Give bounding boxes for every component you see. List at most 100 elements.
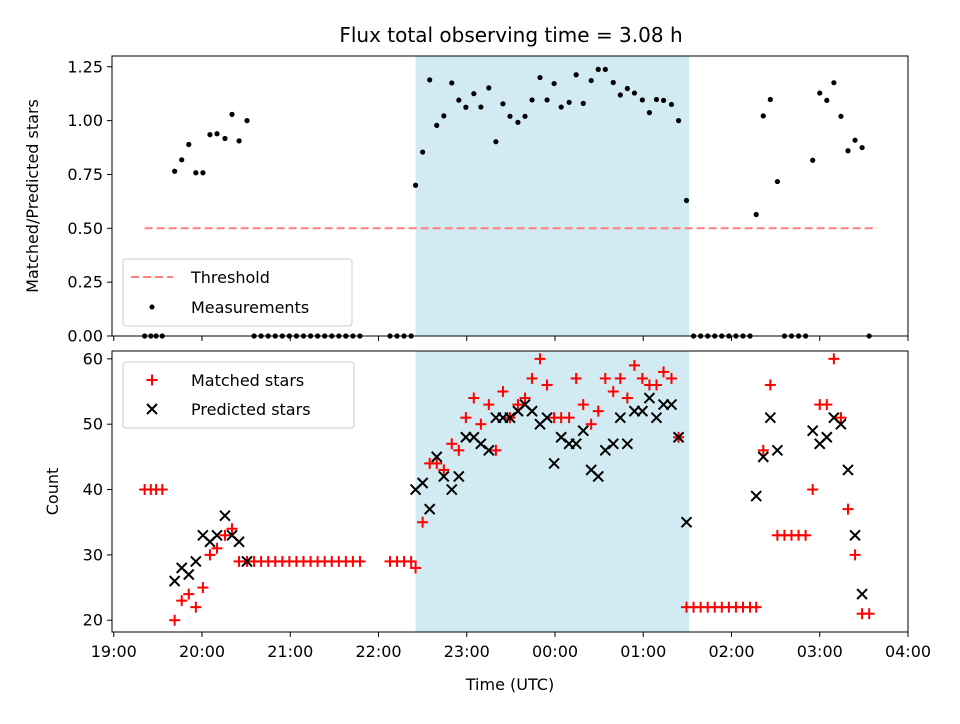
matched-star-point bbox=[438, 464, 450, 476]
cross-stroke-b bbox=[211, 529, 223, 541]
cross-stroke-b bbox=[548, 457, 560, 470]
bottom-y-axis-label: Count bbox=[43, 468, 62, 516]
matched-star-point bbox=[665, 372, 677, 384]
measurement-point bbox=[602, 66, 608, 72]
measurement-point bbox=[236, 138, 242, 144]
measurement-point bbox=[859, 144, 865, 151]
cross-stroke-b bbox=[643, 392, 656, 404]
predicted-star-point bbox=[856, 588, 868, 600]
top-y-tick-label: 0.25 bbox=[67, 273, 103, 292]
measurement-point bbox=[244, 118, 250, 124]
top-y-axis-label: Matched/Predicted stars bbox=[23, 99, 42, 293]
predicted-star-point bbox=[621, 438, 634, 450]
predicted-star-point bbox=[835, 418, 847, 430]
matched-star-point bbox=[828, 353, 840, 365]
cross-stroke-b bbox=[665, 398, 678, 411]
bottom-y-tick-label: 50 bbox=[83, 415, 103, 434]
bottom-y-ticks: 20 30 40 50 60 bbox=[83, 349, 112, 630]
cross-stroke-b bbox=[438, 470, 450, 483]
cross-stroke-b bbox=[176, 562, 188, 574]
cross-stroke-b bbox=[233, 536, 245, 548]
matched-star-point bbox=[599, 372, 611, 384]
predicted-star-point bbox=[764, 411, 777, 424]
predicted-star-point bbox=[750, 490, 762, 502]
measurement-point bbox=[179, 157, 185, 163]
cross-stroke-b bbox=[241, 555, 253, 568]
x-tick-label: 20:00 bbox=[179, 642, 225, 661]
measurement-point bbox=[675, 118, 682, 124]
matched-star-point bbox=[541, 379, 553, 391]
matched-star-point bbox=[628, 359, 640, 371]
matched-star-point bbox=[512, 399, 524, 411]
legend-matched-marker bbox=[146, 374, 158, 386]
cross-stroke-b bbox=[828, 411, 840, 424]
matched-star-point bbox=[490, 444, 502, 456]
x-tick-label: 21:00 bbox=[267, 642, 313, 661]
predicted-star-point bbox=[423, 503, 436, 515]
cross-stroke-b bbox=[607, 438, 619, 450]
matched-star-point bbox=[592, 405, 604, 417]
measurement-point bbox=[683, 197, 690, 204]
predicted-star-point bbox=[757, 451, 769, 463]
cross-stroke-b bbox=[757, 451, 769, 463]
bottom-y-tick-label: 20 bbox=[83, 611, 103, 630]
measurement-point bbox=[817, 90, 823, 96]
matched-star-point bbox=[577, 399, 589, 411]
measurement-point bbox=[753, 211, 759, 218]
matched-star-point bbox=[211, 542, 223, 554]
predicted-star-point bbox=[416, 477, 429, 489]
x-tick-label: 23:00 bbox=[444, 642, 490, 661]
measurement-point bbox=[588, 77, 594, 84]
cross-stroke-b bbox=[190, 555, 202, 568]
measurement-point bbox=[653, 96, 660, 103]
top-y-tick-label: 0.75 bbox=[67, 165, 103, 184]
predicted-star-point bbox=[680, 516, 693, 528]
measurement-point bbox=[774, 178, 780, 185]
matched-star-point bbox=[614, 372, 626, 384]
legend-predicted-swatch bbox=[146, 403, 158, 415]
measurement-point bbox=[838, 113, 844, 119]
measurement-point bbox=[566, 99, 572, 105]
matched-star-point bbox=[431, 457, 443, 469]
predicted-star-point bbox=[548, 457, 560, 470]
cross-stroke-b bbox=[541, 411, 553, 424]
cross-stroke-b bbox=[183, 568, 195, 581]
measurement-point bbox=[668, 101, 675, 108]
bottom-legend-box bbox=[122, 361, 355, 429]
measurement-point bbox=[824, 97, 830, 103]
matched-star-point bbox=[453, 444, 465, 456]
predicted-star-point bbox=[431, 451, 443, 463]
measurement-point bbox=[434, 122, 440, 128]
measurement-point bbox=[551, 80, 557, 87]
top-axes-frame bbox=[111, 55, 909, 337]
predicted-star-point bbox=[592, 470, 604, 483]
cross-stroke-b bbox=[614, 411, 627, 424]
matched-star-point bbox=[219, 529, 231, 541]
measurement-point bbox=[214, 131, 220, 137]
matched-star-point bbox=[658, 366, 670, 378]
legend-threshold-label: Threshold bbox=[190, 268, 270, 287]
cross-stroke-b bbox=[680, 516, 693, 528]
matched-star-point bbox=[764, 379, 776, 391]
measurement-point bbox=[529, 97, 535, 103]
measurement-point bbox=[471, 91, 477, 97]
measurement-point bbox=[507, 113, 513, 119]
measurement-point bbox=[544, 97, 550, 103]
predicted-star-point bbox=[526, 405, 538, 417]
measurement-point bbox=[660, 97, 667, 103]
cross-stroke-b bbox=[806, 425, 819, 437]
measurement-point bbox=[573, 72, 579, 78]
measurement-point bbox=[200, 170, 206, 176]
cross-stroke-b bbox=[475, 438, 487, 450]
matched-star-point bbox=[585, 418, 597, 430]
cross-stroke-b bbox=[570, 438, 582, 450]
measurement-point bbox=[558, 104, 564, 110]
bottom-panel: 20 30 40 50 60 19:00 20:00 21:00 22:00 23:00 00:0… bbox=[43, 349, 931, 694]
matched-star-point bbox=[621, 392, 633, 404]
measurements-layer bbox=[142, 66, 872, 339]
predicted-star-point bbox=[190, 555, 202, 568]
cross-stroke-b bbox=[771, 444, 784, 457]
cross-stroke-b bbox=[468, 431, 480, 443]
legend-matched-label: Matched stars bbox=[191, 371, 304, 390]
x-tick-label: 03:00 bbox=[797, 642, 843, 661]
